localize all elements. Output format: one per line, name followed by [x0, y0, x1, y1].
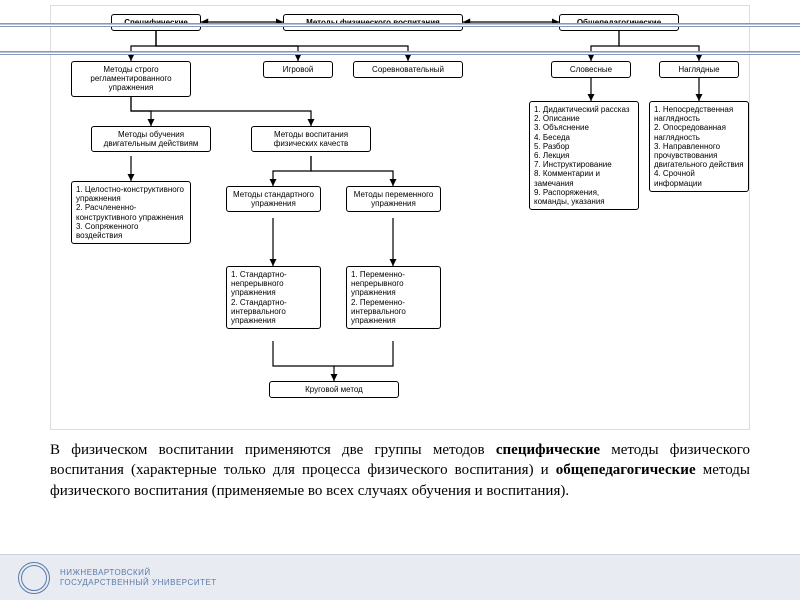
node-n5: Игровой: [263, 61, 333, 78]
node-n10: Методы воспитания физических качеств: [251, 126, 371, 152]
node-n11: 1. Целостно-конструктивного упражнения2.…: [71, 181, 191, 244]
node-n7: Словесные: [551, 61, 631, 78]
node-n18: 1. Непосредственная наглядность2. Опосре…: [649, 101, 749, 192]
university-logo-icon: [18, 562, 50, 594]
diagram-canvas: СпецифическиеМетоды физического воспитан…: [50, 5, 750, 430]
footer: НИЖНЕВАРТОВСКИЙ ГОСУДАРСТВЕННЫЙ УНИВЕРСИ…: [0, 554, 800, 600]
node-n9: Методы обучения двигательным действиям: [91, 126, 211, 152]
node-n8: Наглядные: [659, 61, 739, 78]
node-n16: Круговой метод: [269, 381, 399, 398]
university-name: НИЖНЕВАРТОВСКИЙ ГОСУДАРСТВЕННЫЙ УНИВЕРСИ…: [60, 568, 217, 587]
node-n13: Методы переменного упражнения: [346, 186, 441, 212]
node-n12: Методы стандартного упражнения: [226, 186, 321, 212]
node-n6: Соревновательный: [353, 61, 463, 78]
node-n14: 1. Стандартно-непрерывного упражнения2. …: [226, 266, 321, 329]
description-text: В физическом воспитании применяются две …: [50, 440, 750, 501]
horizontal-rule: [0, 51, 800, 55]
node-n4: Методы строго регламентированного упражн…: [71, 61, 191, 97]
node-n17: 1. Дидактический рассказ2. Описание3. Об…: [529, 101, 639, 210]
node-n15: 1. Переменно-непрерывного упражнения2. П…: [346, 266, 441, 329]
horizontal-rule: [0, 23, 800, 27]
